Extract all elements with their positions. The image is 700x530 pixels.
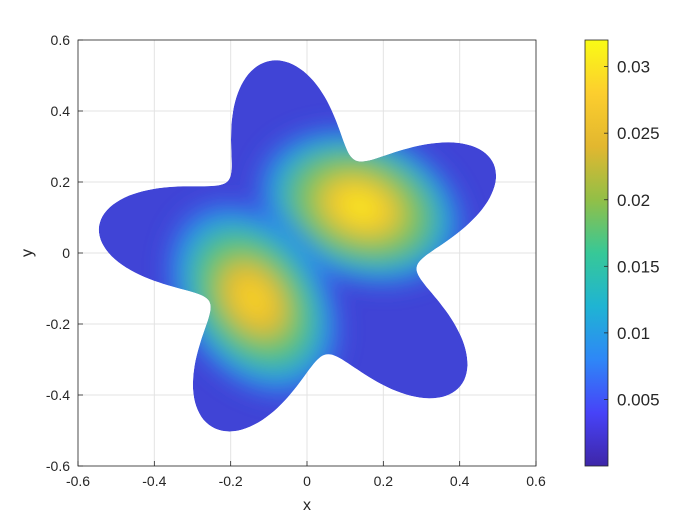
x-tick-label: -0.4 xyxy=(142,473,166,489)
colorbar-tick-label: 0.005 xyxy=(617,390,660,409)
y-axis-label: y xyxy=(19,249,36,257)
x-tick-label: 0.4 xyxy=(450,473,470,489)
x-tick-label: -0.2 xyxy=(219,473,243,489)
heat-peak xyxy=(157,191,351,408)
x-axis-label: x xyxy=(303,497,311,514)
heat-field xyxy=(98,60,497,432)
x-tick-label: 0.2 xyxy=(374,473,394,489)
x-tick-label: 0 xyxy=(303,473,311,489)
colorbar xyxy=(584,39,609,467)
y-tick-label: 0.6 xyxy=(51,32,71,48)
y-tick-label: 0.4 xyxy=(51,103,71,119)
y-tick-label: -0.2 xyxy=(46,316,70,332)
x-tick-label: 0.6 xyxy=(526,473,546,489)
colorbar-tick-label: 0.015 xyxy=(617,257,660,276)
x-axis-ticks: -0.6 -0.4 -0.2 0 0.2 0.4 0.6 xyxy=(66,461,546,489)
x-tick-label: -0.6 xyxy=(66,473,90,489)
y-axis-ticks: -0.6 -0.4 -0.2 0 0.2 0.4 0.6 xyxy=(46,32,83,474)
y-tick-label: -0.6 xyxy=(46,458,70,474)
y-tick-label: 0 xyxy=(62,245,70,261)
colorbar-tick-label: 0.03 xyxy=(617,58,650,77)
colorbar-tick-label: 0.02 xyxy=(617,191,650,210)
y-tick-label: -0.4 xyxy=(46,387,70,403)
colorbar-tick-label: 0.025 xyxy=(617,124,660,143)
colorbar-tick-label: 0.01 xyxy=(617,324,650,343)
colorbar-ticks: 0.005 0.01 0.015 0.02 0.025 0.03 xyxy=(604,58,660,409)
y-tick-label: 0.2 xyxy=(51,174,71,190)
